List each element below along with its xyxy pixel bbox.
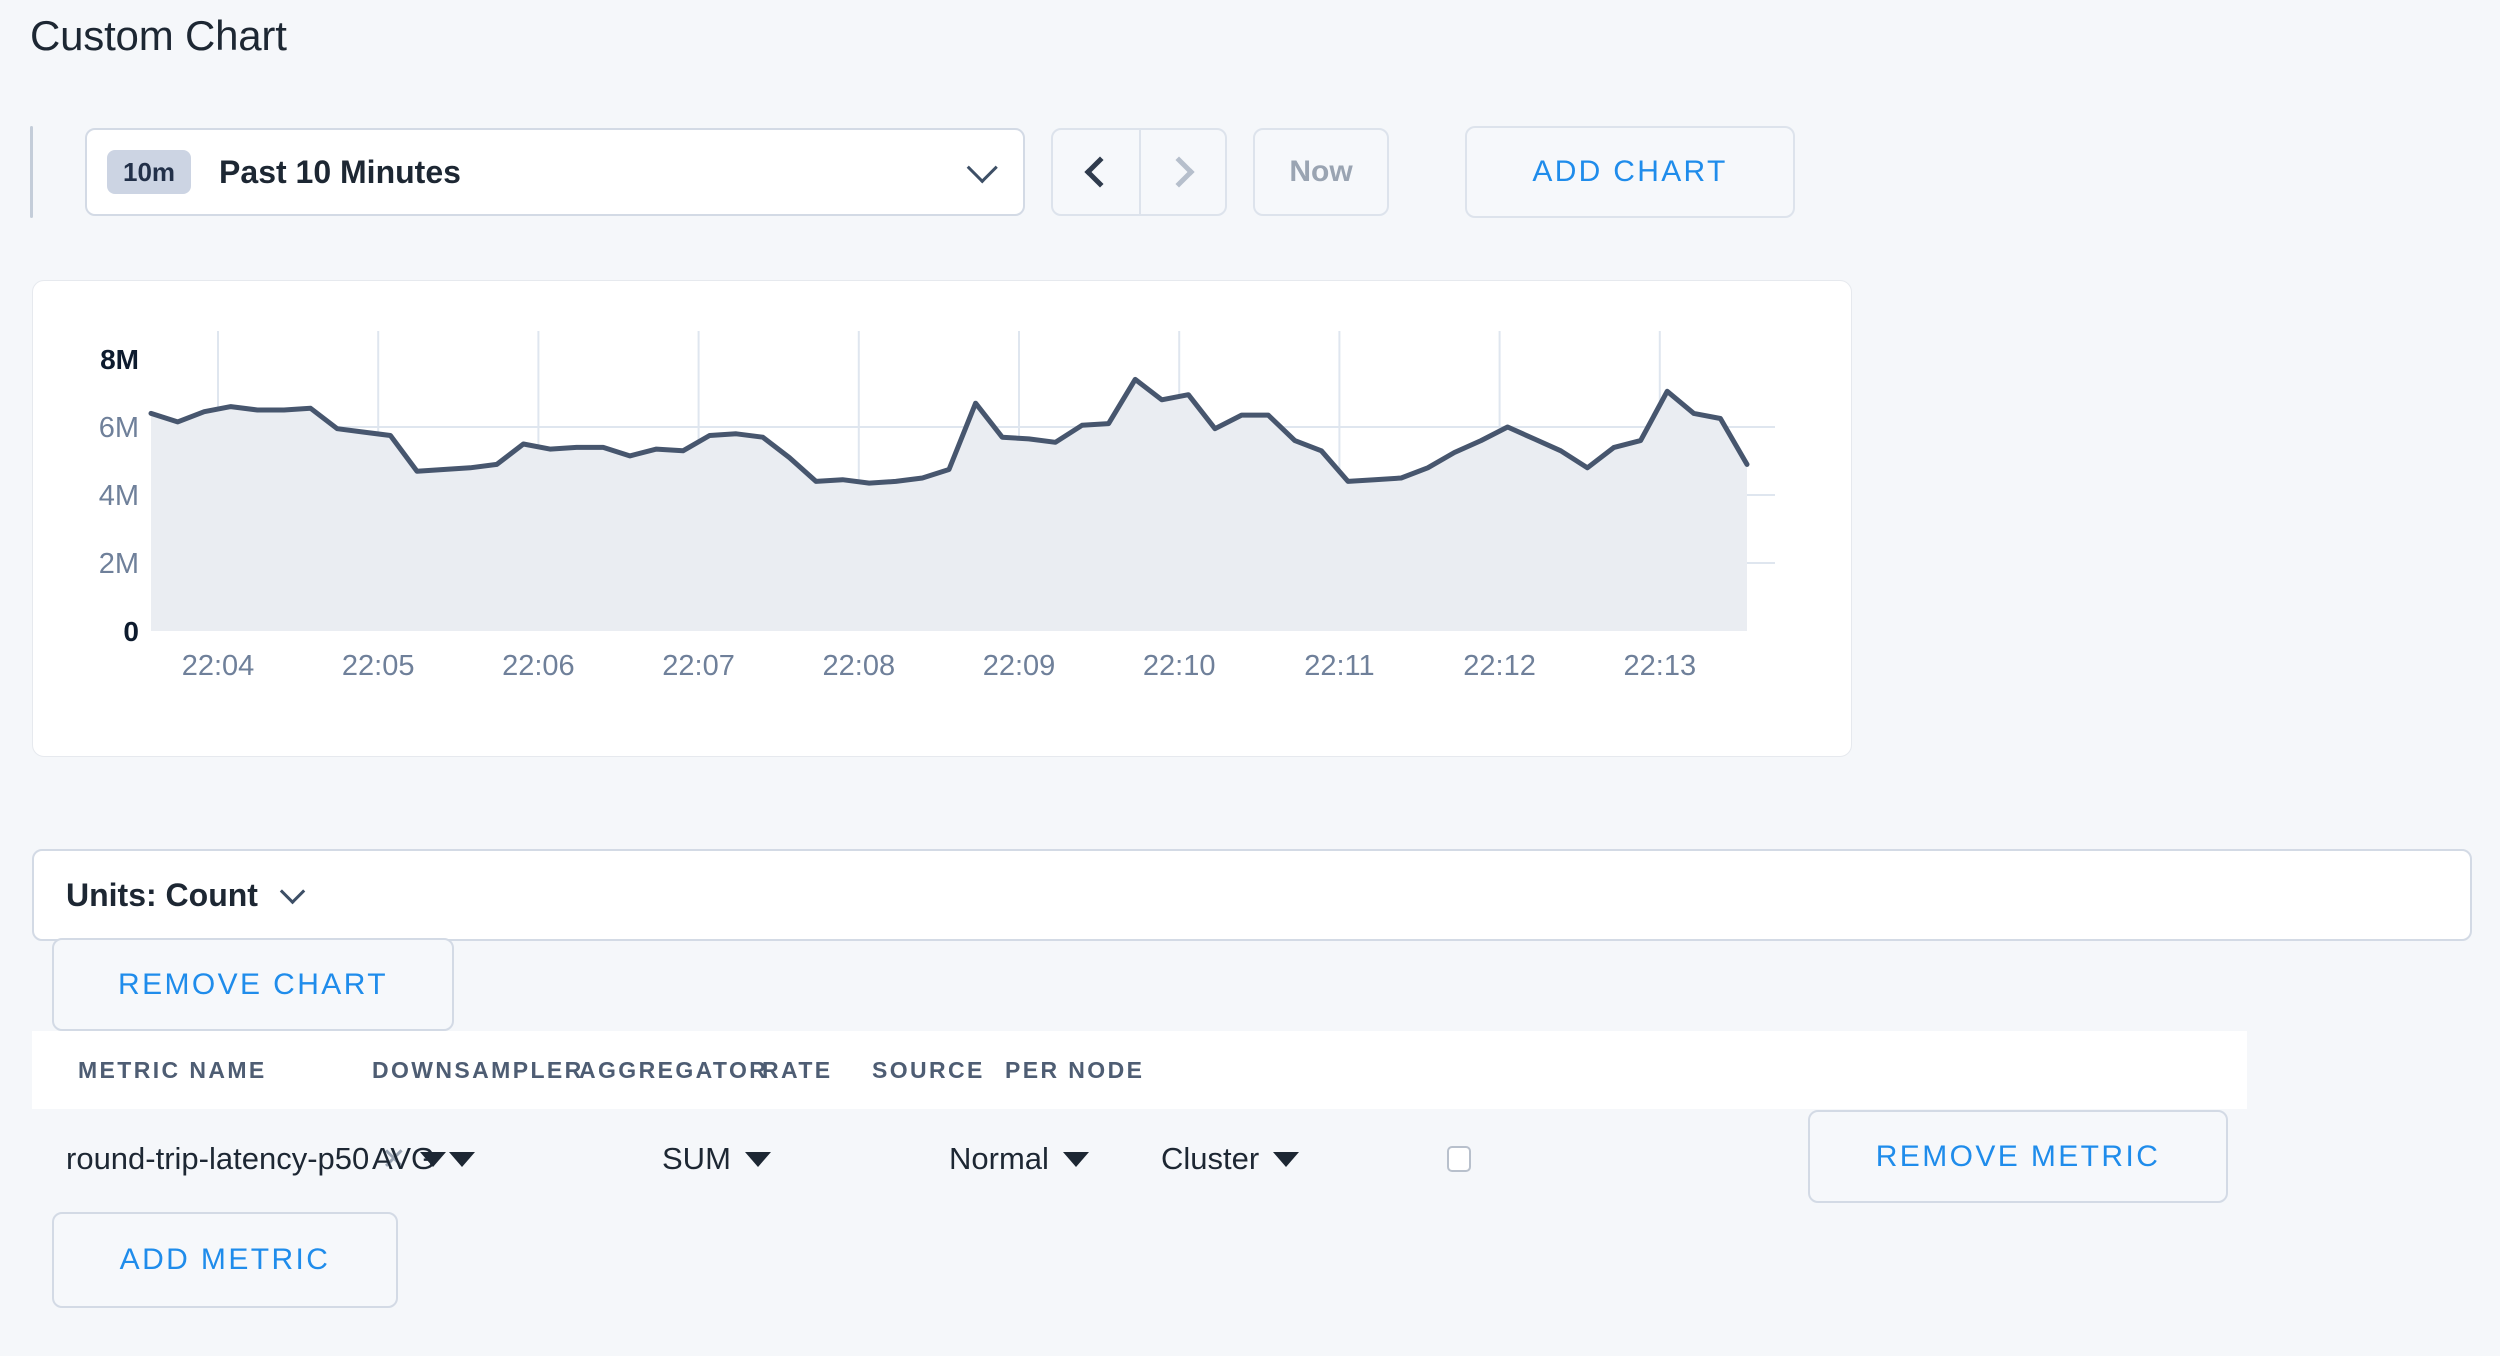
- metric-name-value: round-trip-latency-p50: [66, 1141, 370, 1176]
- svg-text:22:10: 22:10: [1143, 650, 1216, 682]
- svg-text:22:09: 22:09: [983, 650, 1056, 682]
- svg-text:22:11: 22:11: [1304, 650, 1374, 682]
- downsampler-value: AVG: [372, 1141, 436, 1176]
- add-chart-button[interactable]: ADD CHART: [1465, 126, 1795, 218]
- chevron-down-icon: [1062, 1151, 1089, 1167]
- svg-text:0: 0: [123, 616, 139, 647]
- svg-text:2M: 2M: [99, 548, 139, 580]
- svg-text:22:05: 22:05: [342, 650, 415, 682]
- chevron-down-icon: [744, 1151, 771, 1167]
- page-title: Custom Chart: [30, 12, 287, 59]
- chevron-right-icon: [1163, 156, 1195, 188]
- svg-text:4M: 4M: [99, 480, 139, 512]
- svg-text:6M: 6M: [99, 412, 139, 444]
- svg-text:22:08: 22:08: [823, 650, 896, 682]
- svg-text:22:04: 22:04: [182, 650, 255, 682]
- column-header-per-node: PER NODE: [1005, 1056, 1145, 1083]
- chevron-down-icon: [1273, 1151, 1300, 1167]
- chart-card: 0 2M 4M 6M 8M 22:04 22:05 22:06 22:07 22:08 22:09 2…: [32, 280, 1852, 757]
- time-range-badge: 10m: [107, 150, 192, 194]
- chevron-down-icon: [420, 1151, 447, 1167]
- per-node-cell: [1447, 1146, 1471, 1172]
- svg-text:8M: 8M: [100, 344, 139, 375]
- per-node-checkbox[interactable]: [1447, 1146, 1471, 1172]
- chevron-down-icon: [449, 1151, 476, 1167]
- chevron-left-icon: [1084, 156, 1116, 188]
- time-nav-group: [1051, 128, 1227, 216]
- svg-text:22:06: 22:06: [502, 650, 575, 682]
- column-header-aggregator: AGGREGATOR: [579, 1056, 769, 1083]
- remove-chart-button[interactable]: REMOVE CHART: [52, 938, 454, 1031]
- column-header-source: SOURCE: [872, 1056, 985, 1083]
- svg-text:22:12: 22:12: [1463, 650, 1536, 682]
- table-row: round-trip-latency-p50 ✕ AVG SUM Normal …: [32, 1109, 2472, 1209]
- rate-select[interactable]: Normal: [949, 1141, 1161, 1177]
- column-header-rate: RATE: [762, 1056, 833, 1083]
- now-button[interactable]: Now: [1253, 128, 1389, 216]
- metrics-table-header: METRIC NAME DOWNSAMPLER AGGREGATOR RATE …: [32, 1031, 2247, 1109]
- remove-metric-button[interactable]: REMOVE METRIC: [1808, 1110, 2228, 1203]
- next-period-button[interactable]: [1139, 130, 1225, 214]
- chevron-down-icon: [966, 152, 998, 184]
- source-select[interactable]: Cluster: [1161, 1141, 1447, 1177]
- rate-value: Normal: [949, 1141, 1049, 1176]
- svg-text:22:07: 22:07: [662, 650, 735, 682]
- toolbar-divider: [30, 126, 33, 218]
- column-header-downsampler: DOWNSAMPLER: [372, 1056, 584, 1083]
- aggregator-value: SUM: [662, 1141, 731, 1176]
- source-value: Cluster: [1161, 1141, 1260, 1176]
- metric-name-select[interactable]: round-trip-latency-p50 ✕: [66, 1141, 447, 1177]
- previous-period-button[interactable]: [1053, 130, 1139, 214]
- add-metric-button[interactable]: ADD METRIC: [52, 1212, 398, 1308]
- column-header-metric-name: METRIC NAME: [78, 1056, 267, 1083]
- clear-metric-icon[interactable]: ✕: [381, 1142, 407, 1176]
- time-range-label: Past 10 Minutes: [219, 153, 461, 190]
- metric-area-chart[interactable]: 0 2M 4M 6M 8M 22:04 22:05 22:06 22:07 22:08 22:09 2…: [33, 281, 1851, 756]
- chevron-down-icon: [279, 878, 306, 905]
- svg-text:22:13: 22:13: [1624, 650, 1697, 682]
- units-label: Units: Count: [66, 876, 258, 913]
- units-dropdown[interactable]: Units: Count: [32, 849, 2472, 941]
- time-range-picker[interactable]: 10m Past 10 Minutes: [85, 128, 1025, 216]
- toolbar: 10m Past 10 Minutes Now ADD CHART: [30, 122, 1795, 222]
- downsampler-select[interactable]: AVG: [372, 1141, 662, 1177]
- aggregator-select[interactable]: SUM: [662, 1141, 949, 1177]
